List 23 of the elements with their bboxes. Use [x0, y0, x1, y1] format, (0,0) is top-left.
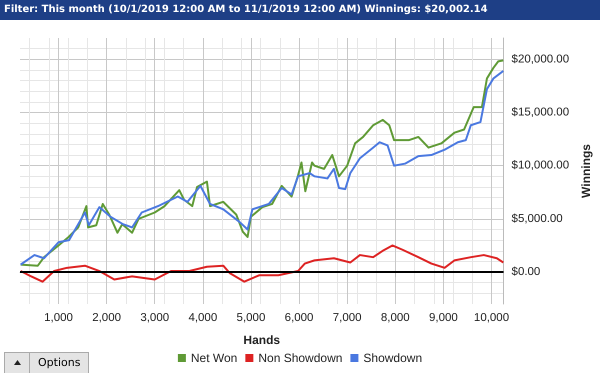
- x-tick-label: 7,000: [332, 312, 362, 324]
- legend-label: Showdown: [363, 351, 422, 365]
- x-tick-label: 8,000: [380, 312, 410, 324]
- x-tick-label: 3,000: [140, 312, 170, 324]
- options-button: Options: [4, 352, 90, 373]
- line-series: [20, 244, 504, 283]
- y-tick-label: $10,000.00: [512, 160, 570, 172]
- y-tick-label: $5,000.00: [512, 212, 563, 225]
- y-tick-label: $20,000.00: [512, 53, 570, 66]
- x-tick-label: 4,000: [188, 312, 218, 324]
- chart-title: Filter: This month (10/1/2019 12:00 AM to 11/1/2019 12:00 AM) Winnings: $20,002.14: [0, 0, 600, 20]
- y-tick-label: $15,000.00: [512, 106, 570, 118]
- x-axis-title: Hands: [243, 333, 280, 347]
- x-tick-label: 5,000: [236, 312, 266, 324]
- x-tick-label: 1,000: [44, 312, 73, 324]
- legend-label: Net Won: [190, 351, 238, 365]
- x-tick-label: 9,000: [429, 312, 458, 324]
- y-axis-title: Winnings: [579, 144, 593, 198]
- x-tick-label: 6,000: [284, 312, 314, 324]
- x-tick-label: 10,000: [474, 312, 510, 324]
- x-tick-label: 2,000: [92, 312, 121, 324]
- legend-label: Non Showdown: [258, 351, 342, 365]
- y-tick-label: $0.00: [512, 266, 540, 278]
